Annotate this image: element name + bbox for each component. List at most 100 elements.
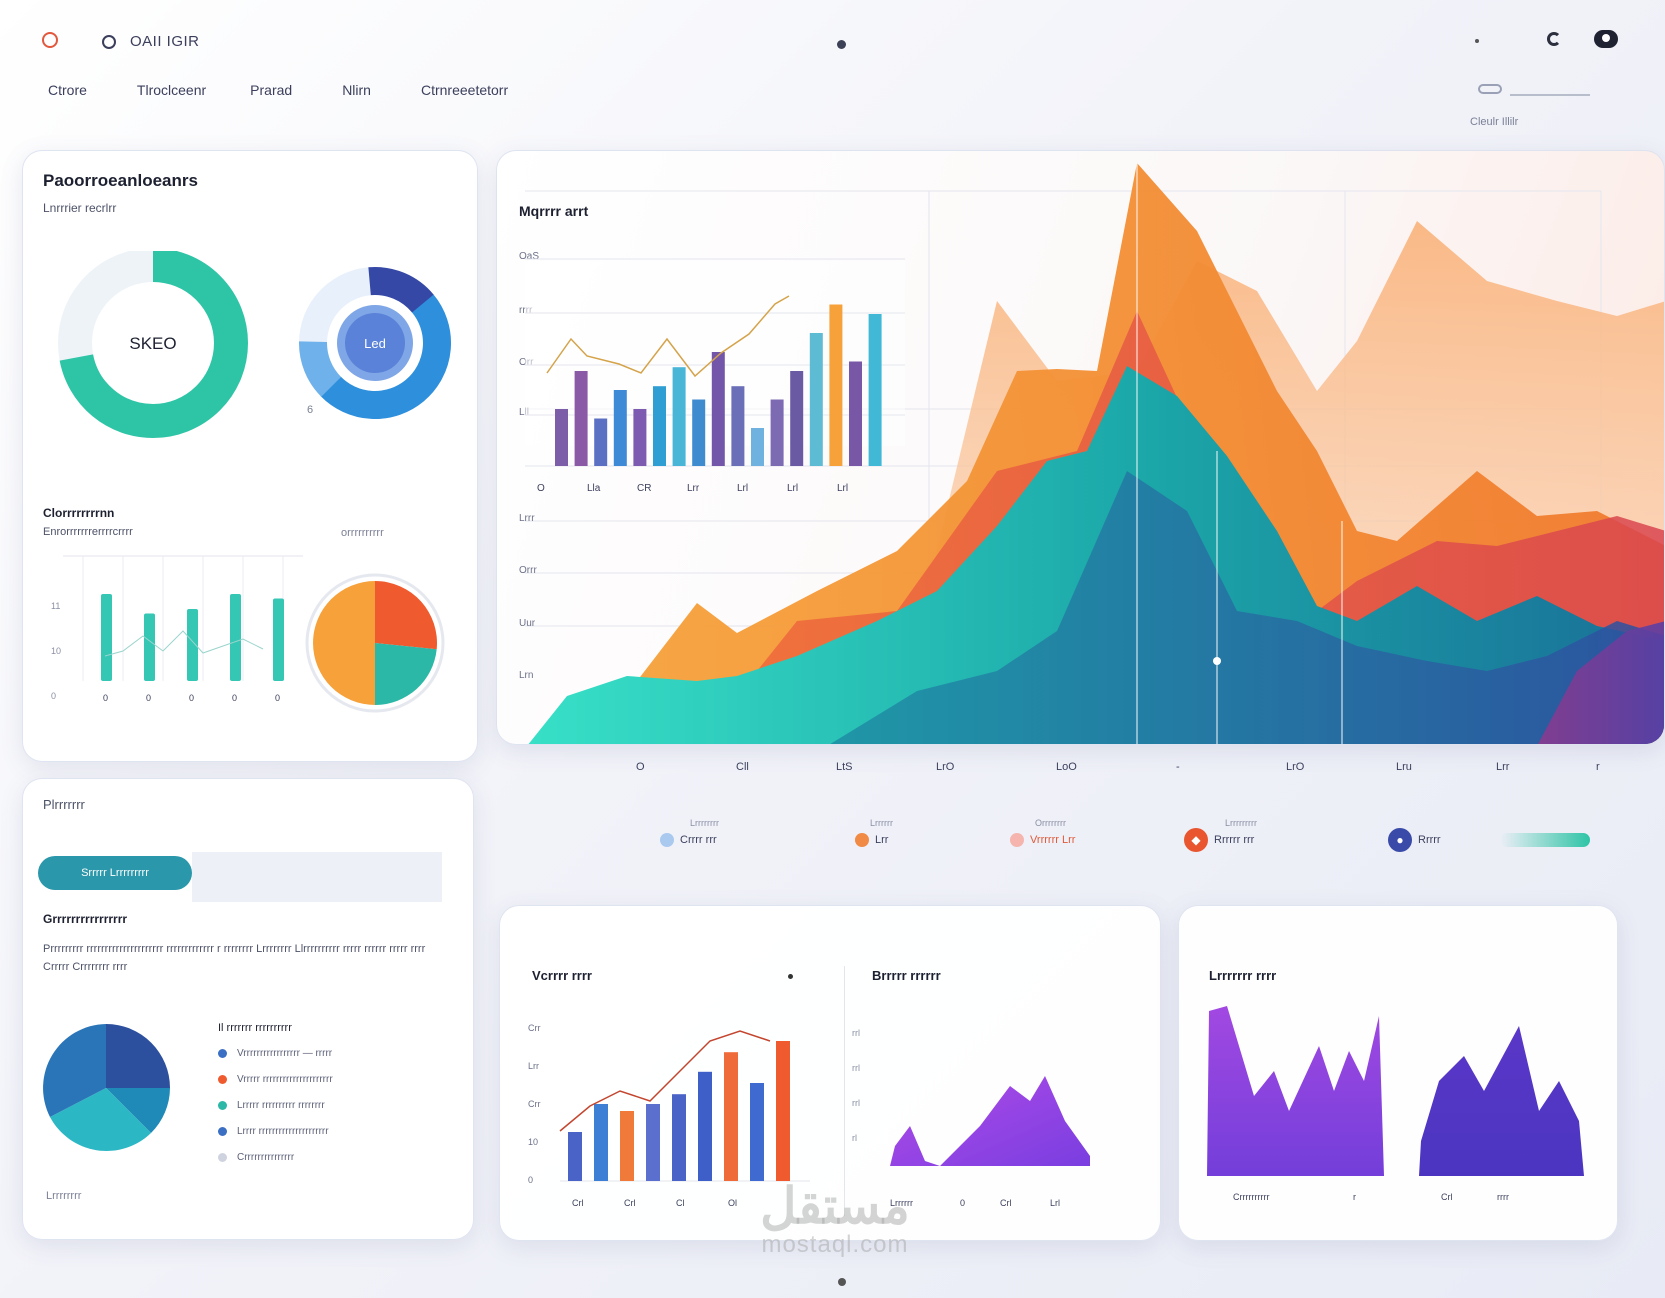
main-bar <box>731 386 745 466</box>
overview-subtitle: Lnrrrier recrlrr <box>43 201 117 215</box>
tab-track <box>192 852 442 902</box>
mini-y-label: 10 <box>51 646 61 656</box>
bottom-trend-line <box>559 1030 771 1132</box>
task-item[interactable]: Vrrrrrrrrrrrrrrrrr — rrrrr <box>218 1040 433 1066</box>
donut1-label: SKEO <box>129 334 176 353</box>
main-y-label: Lrrr <box>519 513 535 524</box>
legend-item-1[interactable]: Crrrr rrr <box>660 833 717 847</box>
main-bar <box>692 399 706 466</box>
task-item[interactable]: Lrrrr rrrrrrrrrrrrrrrrrrrrr <box>218 1118 433 1144</box>
legend-item-2[interactable]: Lrr <box>855 833 888 847</box>
bottom-right-card-title: Lrrrrrrr rrrr <box>1209 968 1277 983</box>
nav-item-4[interactable]: Nlirn <box>342 82 371 98</box>
section-link[interactable]: orrrrrrrrrr <box>341 527 384 539</box>
main-x-label: O <box>636 761 645 773</box>
main-x-label: Lru <box>1396 761 1412 773</box>
refresh-icon[interactable] <box>1547 32 1561 46</box>
pie-slice-orange-red <box>375 581 437 650</box>
nav-item-2[interactable]: Tlroclceenr <box>136 82 207 98</box>
nav-item-3[interactable]: Prarad <box>250 82 293 98</box>
brand-icon <box>102 35 116 49</box>
task-item[interactable]: Crrrrrrrrrrrrrrr <box>218 1144 433 1170</box>
legend-badge-5: ● <box>1388 828 1412 852</box>
legend-slider[interactable] <box>1500 833 1590 847</box>
task-text: Vrrrrr rrrrrrrrrrrrrrrrrrrrr <box>237 1073 333 1085</box>
task-text: Crrrrrrrrrrrrrrr <box>237 1151 295 1163</box>
main-y-label: OaS <box>519 251 539 262</box>
bottom-area-y-label: rrl <box>852 1063 860 1073</box>
task-dot <box>218 1152 227 1162</box>
main-x-label: LrO <box>1286 761 1305 773</box>
bottom-right-x-left: Crrrrrrrrrr <box>1233 1192 1270 1202</box>
bottom-bar <box>672 1094 686 1181</box>
bottom-area-chart: rrl rrl rrl rl Lrrrrrr 0 Crl Lrl <box>852 1028 1090 1208</box>
task-dot <box>218 1126 227 1136</box>
main-bar <box>770 399 784 466</box>
legend-label-3: Vrrrrrr Lrr <box>1030 834 1076 846</box>
bottom-right-card: Lrrrrrrr rrrr Crrrrrrrrrr r Crl rrrr <box>1178 905 1618 1241</box>
indicator-dot <box>1475 39 1479 43</box>
main-y-label: Uur <box>519 618 536 629</box>
main-x-label: LoO <box>1056 761 1077 773</box>
search-icon[interactable] <box>1478 84 1502 94</box>
app-logo-icon[interactable] <box>42 32 58 48</box>
task-text: Lrrrr rrrrrrrrrrrrrrrrrrrrr <box>237 1125 329 1137</box>
bottom-bar-x-label: Ol <box>728 1198 737 1208</box>
donut2-arc-navy <box>299 267 451 419</box>
bottom-area-x-label: 0 <box>960 1198 965 1208</box>
main-bar <box>574 371 588 466</box>
mini-x-label: 0 <box>275 693 280 703</box>
legend-item-3[interactable]: Vrrrrrr Lrr <box>1010 833 1075 847</box>
section-subtitle: Enrorrrrrrrerrrrcrrrr <box>43 526 133 538</box>
area-navy <box>830 471 1664 744</box>
bottom-bar-y-label: 10 <box>528 1137 538 1147</box>
overlay-x-label: Lrl <box>837 483 848 494</box>
tab-primary-button[interactable]: Srrrrr Lrrrrrrrrr <box>38 856 192 890</box>
overview-title: Paoorroeanloeanrs <box>43 171 198 190</box>
overlay-x-label: O <box>537 483 545 494</box>
bottom-area-x-label: Lrl <box>1050 1198 1060 1208</box>
legend-item-5[interactable]: ● Rrrrr <box>1388 828 1441 852</box>
legend-item-4[interactable]: ◆ Rrrrrr rrr <box>1184 828 1254 852</box>
main-x-label: LrO <box>936 761 955 773</box>
task-item[interactable]: Vrrrrr rrrrrrrrrrrrrrrrrrrrr <box>218 1066 433 1092</box>
mini-bar <box>144 613 155 681</box>
search-input[interactable] <box>1510 94 1590 96</box>
area-crosshair <box>1136 163 1343 744</box>
task-dot <box>218 1074 227 1084</box>
bottom-bar-y-label: Crr <box>528 1023 541 1033</box>
overlay-x-label: Lla <box>587 483 601 494</box>
area-left-purple <box>1207 1006 1384 1176</box>
crosshair-point[interactable] <box>1213 657 1221 665</box>
nav-item-5[interactable]: Ctrnreeetetorr <box>420 82 509 98</box>
header-meta: Cleulr Illilr <box>1470 116 1519 128</box>
details-card: Plrrrrrrr <box>22 778 474 1240</box>
main-bar <box>613 390 627 466</box>
legend-cap-1: Lrrrrrrrr <box>690 818 719 828</box>
watermark-logo: مستقل mostaql.com <box>730 1180 940 1258</box>
main-bar <box>809 333 823 466</box>
bottom-right-title: Brrrrr rrrrrr <box>872 968 941 983</box>
profile-toggle-icon[interactable] <box>1594 30 1618 48</box>
bottom-right-x-1: Crl <box>1441 1192 1453 1202</box>
main-bar <box>653 386 666 466</box>
task-item[interactable]: Lrrrrr rrrrrrrrrr rrrrrrrr <box>218 1092 433 1118</box>
overlay-trend-line <box>546 295 790 378</box>
bottom-bar <box>568 1132 582 1181</box>
pie-slice-teal <box>375 643 437 705</box>
main-x-label: LtS <box>836 761 853 773</box>
main-bar <box>633 409 647 466</box>
bottom-area-x-label: Lrrrrrr <box>890 1198 913 1208</box>
main-x-axis: O Cll LtS LrO LoO - LrO Lru Lrr r <box>636 761 1600 773</box>
bottom-bar-y-label: Lrr <box>528 1061 539 1071</box>
details-title: Plrrrrrrr <box>43 797 85 812</box>
main-chart-card: Mqrrrr arrt OaSrrrrOrrLllLrrrOrrrUurLrn … <box>496 150 1665 745</box>
bottom-bar-x-label: Crl <box>624 1198 636 1208</box>
legend-label-1: Crrrr rrr <box>680 834 717 846</box>
section-title: Clorrrrrrrrnn <box>43 506 115 520</box>
page-indicator-dot <box>838 1278 846 1286</box>
status-dot <box>837 40 846 49</box>
bottom-right-x-mark: r <box>1353 1192 1356 1202</box>
nav-item-1[interactable]: Ctrore <box>48 82 87 98</box>
details-footer: Lrrrrrrrr <box>46 1190 82 1202</box>
